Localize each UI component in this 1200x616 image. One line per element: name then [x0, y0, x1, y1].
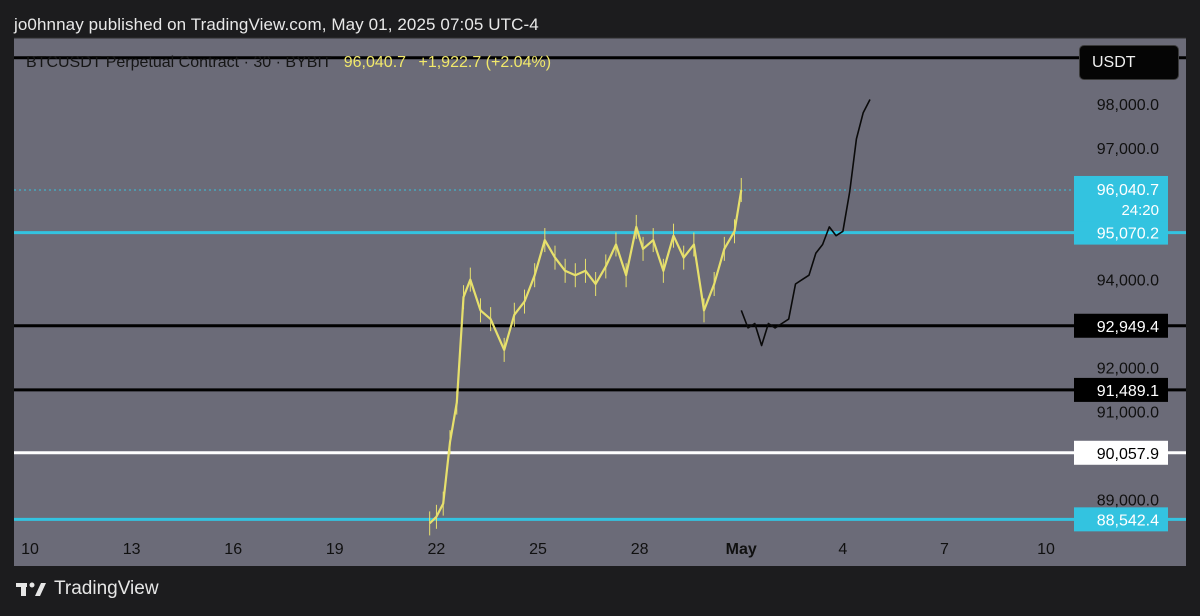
symbol-header: BTCUSDT Perpetual Contract · 30 · BYBIT … — [26, 54, 551, 72]
x-tick-label: 7 — [940, 541, 949, 558]
price-change: +1,922.7 (+2.04%) — [418, 54, 552, 71]
level-price-tag — [1074, 313, 1168, 338]
y-tick-label: 89,000.0 — [1097, 492, 1159, 509]
currency-button[interactable]: USDT — [1079, 45, 1179, 80]
brand-name: TradingView — [54, 578, 159, 599]
price-series-line — [428, 189, 743, 525]
x-tick-label: 10 — [21, 541, 39, 558]
tradingview-logo-icon[interactable] — [16, 579, 46, 599]
x-tick-label: 28 — [631, 541, 649, 558]
level-price-tag — [1074, 220, 1168, 245]
y-tick-label: 94,000.0 — [1097, 273, 1159, 290]
y-tick-label: 97,000.0 — [1097, 141, 1159, 158]
last-price-label: 96,040.7 — [1097, 182, 1159, 199]
level-price-label: 92,949.4 — [1097, 319, 1159, 336]
y-tick-label: 92,000.0 — [1097, 360, 1159, 377]
x-tick-label: May — [726, 541, 757, 558]
level-price-tag — [1074, 377, 1168, 402]
plot-background — [14, 38, 1074, 530]
level-price-label: 95,070.2 — [1097, 226, 1159, 243]
level-price-label: 88,542.4 — [1097, 512, 1159, 529]
bar-countdown: 24:20 — [1121, 202, 1159, 219]
footer: TradingView — [16, 578, 159, 600]
level-price-label: 90,057.9 — [1097, 446, 1159, 463]
x-tick-label: 16 — [224, 541, 242, 558]
x-tick-label: 25 — [529, 541, 547, 558]
y-tick-label: 98,000.0 — [1097, 97, 1159, 114]
x-tick-label: 4 — [838, 541, 847, 558]
x-tick-label: 22 — [428, 541, 446, 558]
level-price-tag — [1074, 507, 1168, 532]
x-tick-label: 19 — [326, 541, 344, 558]
projection-path[interactable] — [740, 99, 871, 347]
current-price: 96,040.7 — [343, 54, 407, 71]
time-axis-background — [14, 530, 1186, 566]
level-price-tag — [1074, 440, 1168, 465]
y-tick-label: 91,000.0 — [1097, 404, 1159, 421]
level-price-label: 91,489.1 — [1097, 383, 1159, 400]
last-price-tag — [1074, 175, 1168, 222]
symbol-title[interactable]: BTCUSDT Perpetual Contract · 30 · BYBIT — [26, 54, 332, 71]
x-tick-label: 10 — [1037, 541, 1055, 558]
publish-info: jo0hnnay published on TradingView.com, M… — [14, 15, 539, 34]
x-tick-label: 13 — [123, 541, 141, 558]
